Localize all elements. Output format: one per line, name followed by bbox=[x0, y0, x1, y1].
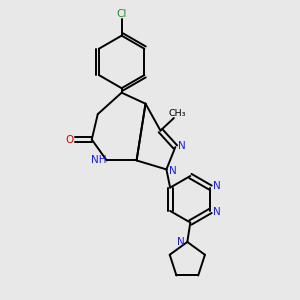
Text: N: N bbox=[178, 237, 185, 247]
Text: NH: NH bbox=[92, 155, 107, 166]
Text: N: N bbox=[213, 207, 221, 218]
Text: O: O bbox=[66, 134, 74, 145]
Text: Cl: Cl bbox=[116, 9, 127, 19]
Text: CH₃: CH₃ bbox=[169, 110, 186, 118]
Text: N: N bbox=[178, 140, 186, 151]
Text: N: N bbox=[213, 181, 221, 191]
Text: N: N bbox=[169, 166, 177, 176]
